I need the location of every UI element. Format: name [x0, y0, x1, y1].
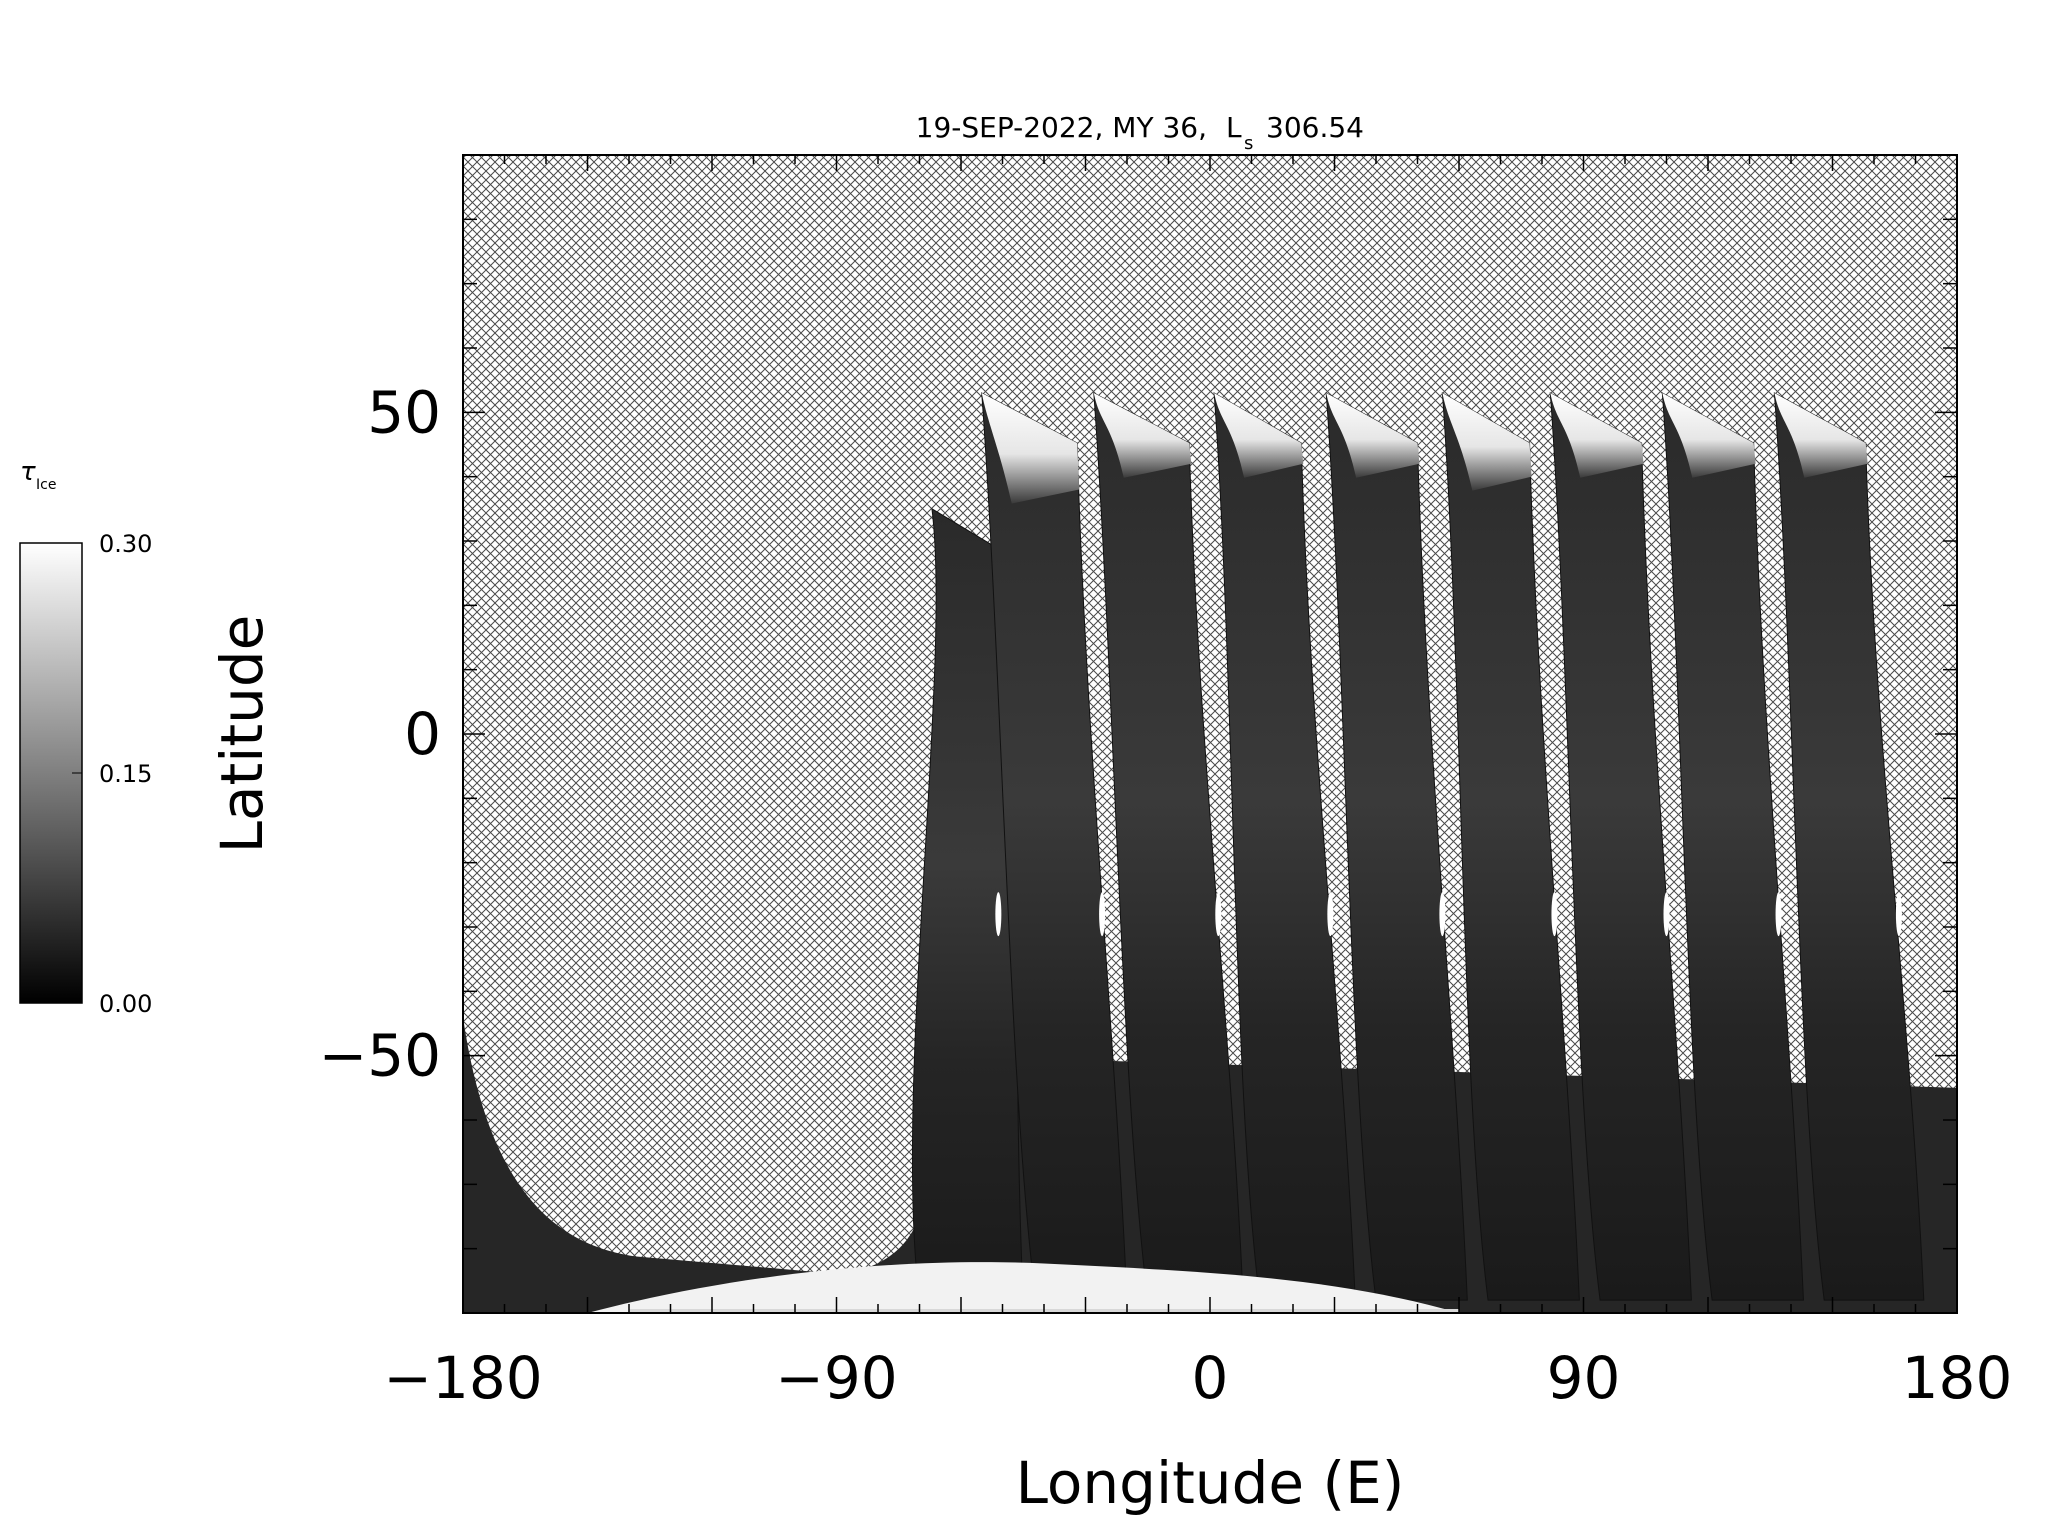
title-ls-value: 306.54 [1266, 111, 1364, 144]
x-tick-label: −90 [775, 1344, 897, 1412]
chart-title: 19-SEP-2022, MY 36, [916, 111, 1207, 144]
swath-9 [1773, 392, 1925, 1301]
y-tick-label: 0 [404, 700, 441, 768]
swath-6 [1441, 392, 1580, 1301]
swath-gap [1663, 892, 1670, 937]
title-ls-symbol: L [1226, 111, 1242, 144]
plot-area [462, 154, 1958, 1314]
swath-gap [1215, 892, 1222, 937]
swath-gap [1327, 892, 1334, 937]
swath-body [1661, 392, 1804, 1301]
title-date: 19-SEP-2022, MY 36, [916, 111, 1207, 144]
swath-gap [1895, 892, 1902, 937]
title-ls-subscript: s [1244, 133, 1253, 154]
x-tick-label: 0 [1192, 1344, 1229, 1412]
y-tick-label: −50 [319, 1022, 441, 1090]
swath-body [1773, 392, 1925, 1301]
swath-gap [1775, 892, 1782, 937]
south-polar-cap [587, 1262, 1459, 1313]
data-layer [463, 392, 1957, 1313]
swath-north-cap [1550, 393, 1644, 478]
swath-body [1549, 392, 1692, 1301]
y-axis-label: Latitude [208, 615, 276, 854]
swath-north-cap [1662, 393, 1756, 478]
swath-5 [1325, 392, 1468, 1301]
swath-body [1441, 392, 1580, 1301]
x-tick-label: −180 [383, 1344, 542, 1412]
swath-north-cap [1774, 393, 1868, 478]
x-tick-label: 180 [1902, 1344, 2013, 1412]
swath-7 [1549, 392, 1692, 1301]
swath-gap [1439, 892, 1446, 937]
swath-north-cap [1093, 393, 1192, 478]
y-tick-label: 50 [367, 378, 441, 446]
swath-north-cap [1214, 393, 1304, 478]
colorbar-tick-label: 0.15 [99, 760, 152, 788]
swath-4 [1213, 392, 1356, 1301]
x-axis-label: Longitude (E) [1016, 1449, 1405, 1517]
swath-gap [995, 892, 1002, 937]
x-tick-label: 90 [1547, 1344, 1621, 1412]
swath-body [1325, 392, 1468, 1301]
swath-gap [1099, 892, 1106, 937]
colorbar-symbol: τ [20, 457, 36, 487]
colorbar-subscript: Ice [36, 477, 56, 493]
colorbar-tick-label: 0.00 [99, 990, 152, 1018]
tick-layer [462, 154, 1958, 1314]
colorbar-tick-label: 0.30 [99, 530, 152, 558]
swath-north-cap [1442, 393, 1532, 491]
swath-gap [1551, 892, 1558, 937]
swath-north-cap [1326, 393, 1420, 478]
swath-north-cap [981, 393, 1080, 504]
swath-8 [1661, 392, 1804, 1301]
colorbar-gradient [19, 542, 83, 1004]
colorbar: τ Ice 0.30 0.15 0.00 [19, 457, 152, 1018]
